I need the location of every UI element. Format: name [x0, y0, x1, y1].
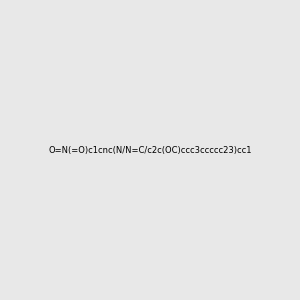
Text: O=N(=O)c1cnc(N/N=C/c2c(OC)ccc3ccccc23)cc1: O=N(=O)c1cnc(N/N=C/c2c(OC)ccc3ccccc23)cc… — [48, 146, 252, 154]
